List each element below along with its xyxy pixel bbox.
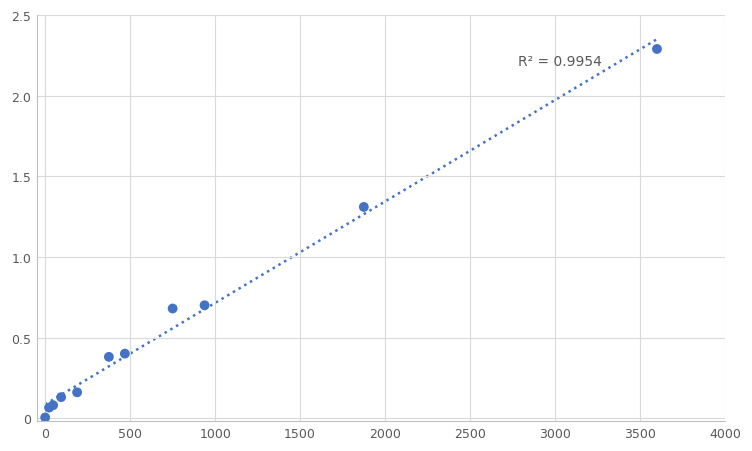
Point <box>55 394 67 401</box>
Point <box>167 305 179 313</box>
Point <box>358 204 370 211</box>
Point <box>651 46 663 54</box>
Point <box>47 402 59 409</box>
Point <box>39 414 51 421</box>
Text: R² = 0.9954: R² = 0.9954 <box>517 55 602 69</box>
Point <box>103 354 115 361</box>
Point <box>199 302 211 309</box>
Point <box>43 404 55 411</box>
Point <box>119 350 131 358</box>
Point <box>71 389 83 396</box>
